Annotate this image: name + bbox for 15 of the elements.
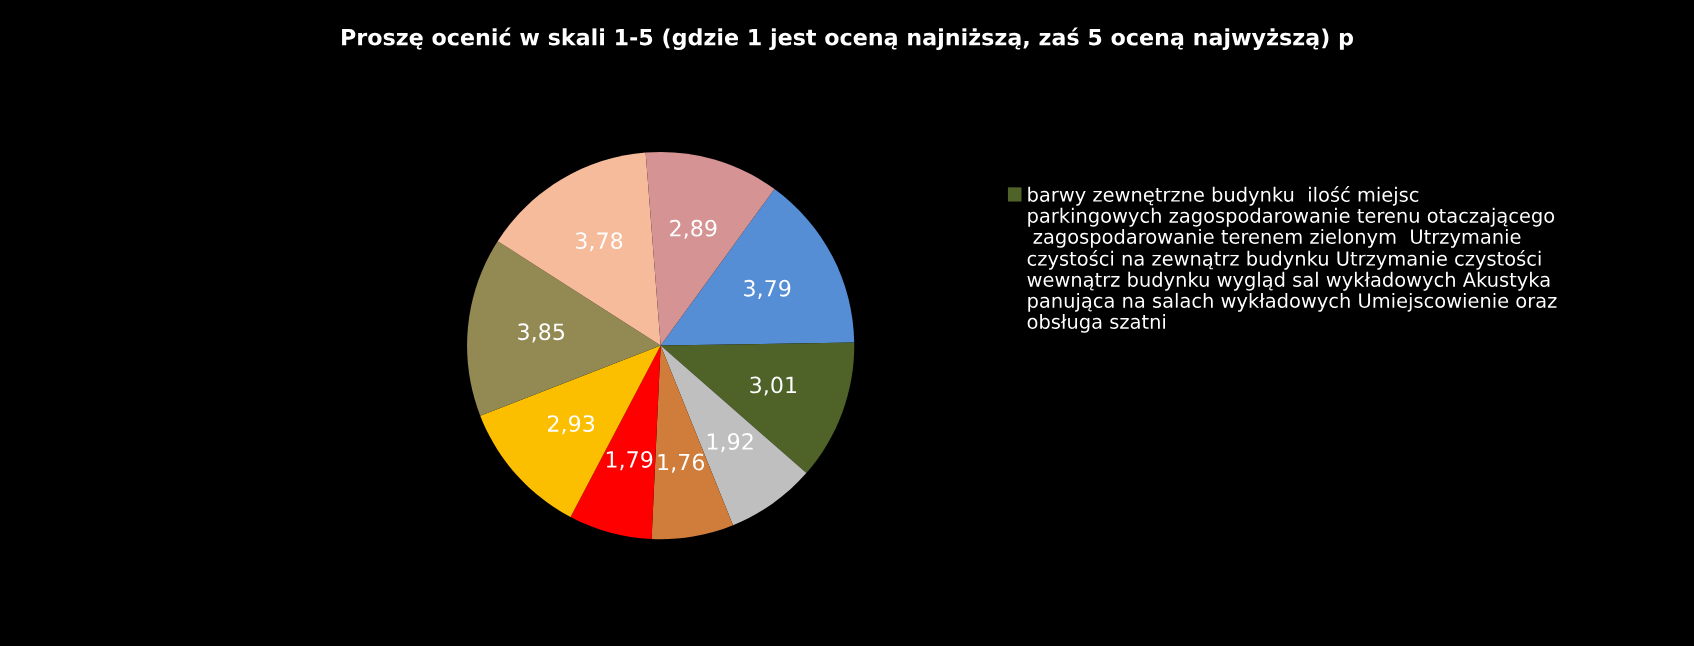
data-label: 1,92	[707, 433, 753, 453]
pie-slice	[497, 152, 661, 346]
data-label: 1,76	[658, 453, 705, 473]
data-label: 3,01	[750, 376, 797, 396]
data-label: 2,93	[548, 415, 595, 435]
pie-slice	[660, 345, 807, 526]
legend-label: barwy zewnętrzne budynku ilość miejsc parkingowych zagospodarowanie terenu otaczającego zagospodarowanie terenem zielonym Utrzymanie czystości na zewnątrz budynku Utrzymanie czystości wewnątrz budynku wygląd sal wykładowych Akustyka panująca na salach wykładowych Umiejscowienie oraz obsługa szatni	[1027, 186, 1557, 333]
pie-slice	[660, 188, 855, 346]
data-label: 2,89	[670, 219, 717, 239]
pie-slice	[660, 342, 855, 474]
data-label: 1,79	[606, 451, 653, 471]
data-label: 3,85	[518, 323, 565, 343]
chart-title: Proszę ocenić w skali 1-5 (gdzie 1 jest oceną najniższą, zaś 5 oceną najwyższą) p	[342, 27, 1353, 51]
data-label: 3,79	[744, 279, 791, 299]
data-label: 3,78	[575, 232, 623, 252]
